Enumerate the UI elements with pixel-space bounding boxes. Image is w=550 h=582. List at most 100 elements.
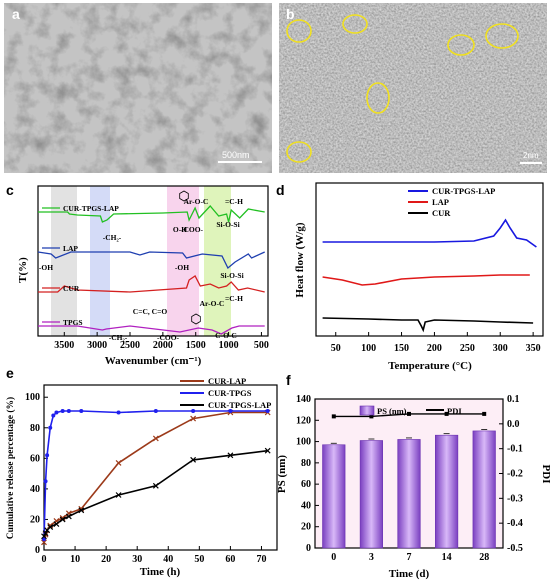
- release-point: [116, 410, 121, 415]
- benzene-ring-icon: [179, 190, 189, 202]
- ps-bar: [435, 434, 459, 549]
- release-y-tick-label: 40: [30, 484, 40, 495]
- release-point: [47, 524, 54, 531]
- release-point: [264, 447, 271, 454]
- panel-c-ftir: c 3500 3000 2500 2000 1500 1000 500 Wavenumber…: [6, 182, 269, 367]
- ftir-x-tick-label: 3000: [87, 340, 107, 351]
- dsc-y-label: Heat flow (W/g): [294, 222, 306, 297]
- stability-y2-tick-label: -0.2: [507, 469, 523, 480]
- release-x-tick-label: 0: [42, 554, 47, 565]
- release-frame: [43, 384, 278, 551]
- release-legend-label: CUR-TPGS-LAP: [208, 400, 271, 410]
- dsc-x-tick-label: 350: [526, 343, 541, 354]
- release-series: [41, 408, 271, 546]
- ftir-x-tick-label: 2500: [120, 340, 140, 351]
- release-point: [41, 533, 47, 540]
- dsc-legend-label: CUR: [432, 208, 451, 218]
- panel-e-label: e: [6, 365, 14, 381]
- release-point: [78, 507, 85, 514]
- release-series-line: [43, 411, 268, 543]
- dsc-x-tick-label: 50: [331, 343, 341, 354]
- ftir-x-tick-label: 1500: [186, 340, 206, 351]
- dsc-x-tick-label: 300: [493, 343, 508, 354]
- release-legend: CUR-LAP CUR-TPGS CUR-TPGS-LAP: [180, 376, 271, 410]
- stability-y2-tick-label: 0.0: [507, 419, 520, 430]
- release-point: [60, 408, 65, 413]
- stability-legend-label: PS (nm): [377, 406, 407, 416]
- ftir-x-tick-label: 1000: [219, 340, 239, 351]
- ftir-x-tick-label: 3500: [54, 340, 74, 351]
- release-point: [43, 479, 48, 484]
- release-series-line: [43, 410, 268, 540]
- release-y-tick-label: 100: [25, 392, 40, 403]
- stability-y-label: PS (nm): [276, 455, 288, 494]
- pdi-point: [482, 411, 487, 416]
- ftir-series: [37, 205, 265, 335]
- stability-y2-tick-label: -0.3: [507, 493, 523, 504]
- ellipse-marker: [286, 19, 312, 43]
- panel-f-label: f: [286, 372, 291, 388]
- release-x-tick-label: 30: [132, 554, 142, 565]
- release-point: [48, 425, 53, 430]
- release-x-tick-label: 10: [70, 554, 80, 565]
- release-point: [153, 408, 158, 413]
- pdi-point: [369, 414, 374, 419]
- pdi-point: [331, 414, 336, 419]
- stability-x-label: Time (d): [389, 568, 430, 580]
- release-point: [191, 408, 196, 413]
- ftir-frame: [37, 185, 269, 337]
- panel-a-tem-image: a 500nm: [4, 3, 272, 173]
- dsc-series-line: [322, 317, 534, 333]
- stability-legend-swatch: [359, 405, 375, 416]
- ftir-legend-label: LAP: [63, 244, 78, 253]
- stability-x-tick-label: 28: [479, 552, 489, 563]
- ftir-x-ticks: 3500 3000 2500 2000 1500 1000 500: [54, 332, 269, 351]
- stability-y2-tick-label: -0.5: [507, 543, 523, 554]
- release-point: [115, 459, 122, 466]
- release-x-tick-label: 70: [256, 554, 266, 565]
- release-y-tick-label: 80: [30, 423, 40, 434]
- dsc-x-label: Temperature (°C): [388, 360, 472, 372]
- release-point: [65, 513, 72, 520]
- release-point: [152, 482, 159, 489]
- ftir-x-label: Wavenumber (cm⁻¹): [105, 355, 202, 367]
- release-y-tick-label: 60: [30, 453, 40, 464]
- ftir-annotation: -OH: [175, 263, 189, 272]
- ftir-annotation: -CH₂-: [109, 333, 128, 342]
- release-point: [54, 410, 59, 415]
- ftir-annotation: Ar-O-C: [200, 299, 225, 308]
- ftir-annotation: -COO-: [181, 225, 204, 234]
- release-x-label: Time (h): [140, 566, 181, 578]
- stability-x-tick-label: 14: [442, 552, 452, 563]
- stability-y-tick-label: 120: [296, 415, 311, 426]
- ftir-annotation: Si-O-Si: [220, 271, 243, 280]
- dsc-legend-label: LAP: [432, 197, 449, 207]
- dsc-frame: [315, 182, 544, 337]
- release-point: [265, 408, 270, 413]
- ftir-annotations: -CH₂-O-H-COO-Ar-O-C =C-HSi-O-Si-OH -OHSi-O…: [39, 190, 244, 342]
- release-point: [152, 435, 159, 442]
- panel-b-scale-label: 2nm: [523, 151, 539, 160]
- ellipse-marker: [366, 82, 390, 114]
- release-x-tick-label: 20: [101, 554, 111, 565]
- stability-y-tick-label: 60: [301, 479, 311, 490]
- ftir-legend-label: CUR: [63, 284, 80, 293]
- ellipse-marker: [485, 23, 519, 49]
- ftir-annotation: Ar-O-C: [184, 197, 209, 206]
- stability-y-tick-label: 100: [296, 437, 311, 448]
- ellipse-marker: [286, 141, 312, 163]
- dsc-x-tick-label: 150: [394, 343, 409, 354]
- dsc-x-tick-label: 200: [427, 343, 442, 354]
- release-point: [228, 408, 233, 413]
- ftir-annotation: =C-H: [225, 197, 243, 206]
- ftir-legend-label: CUR-TPGS-LAP: [63, 204, 119, 213]
- panel-b-label: b: [286, 6, 295, 22]
- release-legend-label: CUR-TPGS: [208, 388, 252, 398]
- ftir-annotation: -OH: [39, 263, 53, 272]
- ftir-annotation: C-O-C: [215, 331, 237, 340]
- stability-y-tick-label: 140: [296, 394, 311, 405]
- ftir-series-line: [38, 205, 265, 223]
- ftir-series-line: [38, 275, 265, 293]
